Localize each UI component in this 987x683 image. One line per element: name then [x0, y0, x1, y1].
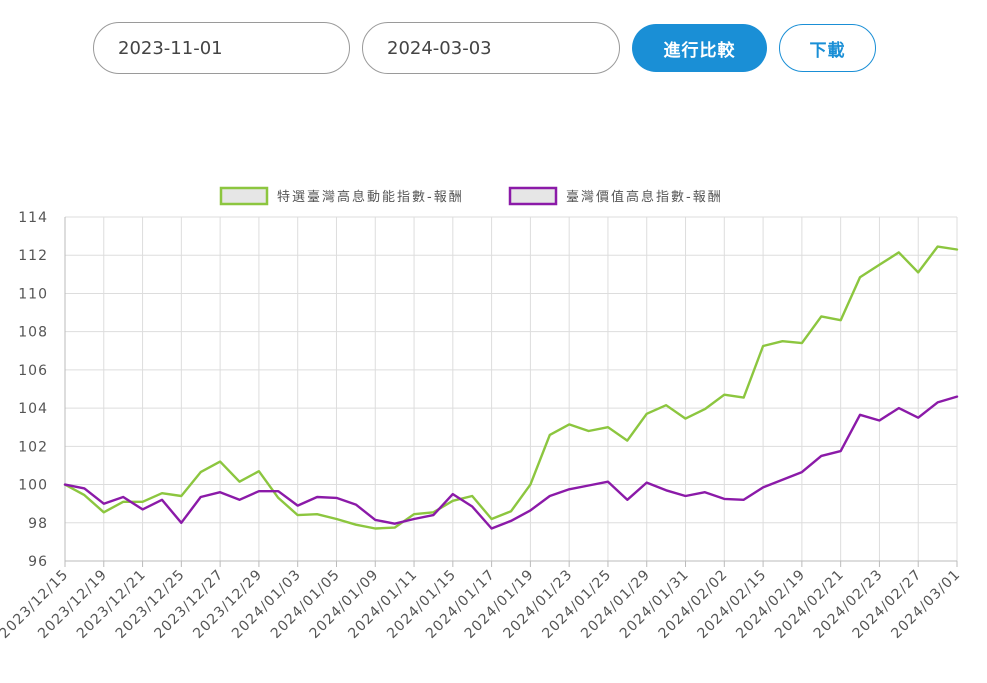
y-tick-label: 98	[28, 516, 48, 532]
chart-axes: 96981001021041061081101121142023/12/1520…	[0, 210, 964, 642]
y-tick-label: 110	[18, 286, 48, 302]
chart-grid	[64, 216, 958, 562]
legend-swatch-1	[219, 186, 269, 206]
compare-button[interactable]: 進行比較	[632, 24, 767, 72]
chart-legend: 特選臺灣高息動能指數-報酬 臺灣價值高息指數-報酬	[219, 186, 723, 206]
download-button[interactable]: 下載	[779, 24, 876, 72]
series-line-2	[63, 395, 959, 530]
chart-series	[63, 245, 959, 530]
y-tick-label: 112	[18, 248, 48, 264]
y-tick-label: 114	[18, 210, 48, 226]
y-tick-label: 108	[18, 325, 48, 341]
y-tick-label: 102	[18, 439, 48, 455]
series-line-1	[63, 245, 959, 530]
line-chart: 96981001021041061081101121142023/12/1520…	[0, 186, 964, 642]
legend-label-2: 臺灣價值高息指數-報酬	[566, 189, 723, 205]
x-tick-label: 2024/03/01	[888, 567, 963, 642]
controls-bar: 進行比較 下載	[0, 0, 987, 100]
legend-label-1: 特選臺灣高息動能指數-報酬	[277, 189, 464, 205]
end-date-input[interactable]	[362, 22, 620, 74]
y-tick-label: 100	[18, 478, 48, 494]
y-tick-label: 96	[28, 554, 48, 570]
y-tick-label: 106	[18, 363, 48, 379]
y-tick-label: 104	[18, 401, 48, 417]
start-date-input[interactable]	[93, 22, 350, 74]
legend-swatch-2	[508, 186, 558, 206]
